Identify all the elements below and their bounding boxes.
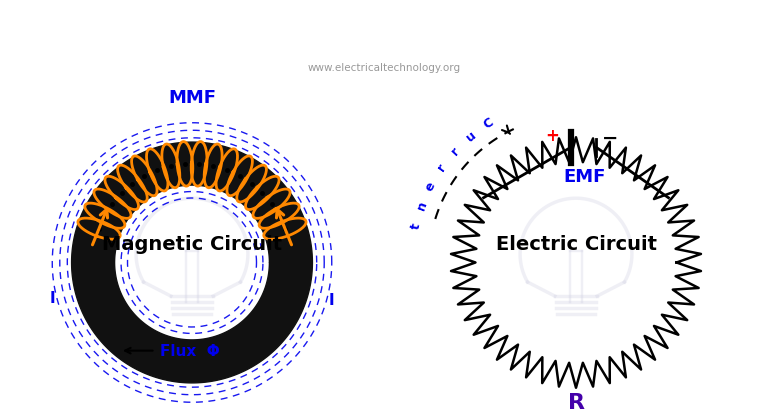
Text: r: r	[449, 144, 462, 158]
Text: EMF: EMF	[564, 168, 606, 186]
Text: t: t	[409, 222, 422, 230]
Text: www.electricaltechnology.org: www.electricaltechnology.org	[307, 63, 461, 73]
Text: u: u	[464, 128, 479, 144]
Text: Flux  Φ: Flux Φ	[160, 343, 220, 358]
Text: −: −	[602, 129, 618, 148]
Text: Electric Circuit: Electric Circuit	[495, 234, 657, 253]
Text: I: I	[329, 292, 334, 308]
Text: +: +	[545, 126, 559, 144]
Text: Difference Between Electric and Magnetic Circuit: Difference Between Electric and Magnetic…	[18, 15, 750, 41]
Text: C: C	[482, 116, 496, 132]
Polygon shape	[71, 143, 313, 383]
Text: r: r	[435, 161, 449, 174]
Text: MMF: MMF	[168, 89, 216, 107]
Text: R: R	[568, 392, 584, 412]
Text: I: I	[50, 290, 55, 305]
Text: Magnetic Circuit: Magnetic Circuit	[102, 234, 282, 253]
Text: n: n	[414, 199, 429, 212]
Text: e: e	[423, 179, 439, 192]
